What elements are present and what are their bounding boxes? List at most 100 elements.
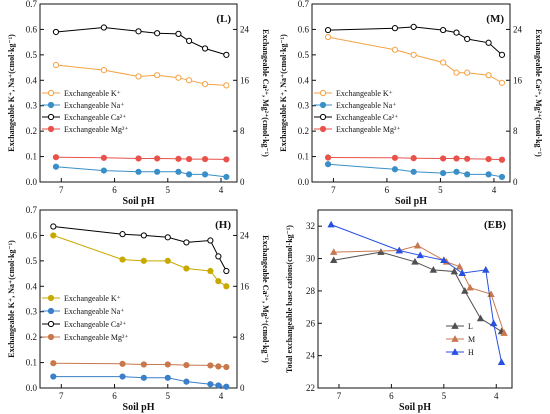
y-tick-label: 0.6 <box>26 230 38 240</box>
data-point <box>52 28 60 36</box>
data-point <box>410 155 417 162</box>
data-point <box>135 155 142 162</box>
y-right-tick-label: 0 <box>513 177 518 187</box>
data-point <box>466 283 474 291</box>
y-axis-label: Exchangeable K⁺, Na⁺(cmol·kg⁻¹) <box>7 34 16 152</box>
data-point <box>391 25 399 32</box>
legend-marker <box>319 125 327 133</box>
y-axis-label: Exchangeable K⁺, Na⁺(cmol·kg⁻¹) <box>7 240 16 358</box>
data-point <box>185 77 193 84</box>
x-tick-label: 7 <box>337 391 342 401</box>
legend-marker <box>451 348 459 355</box>
series-1 <box>330 248 506 335</box>
x-tick-label: 5 <box>166 185 171 195</box>
series-line <box>333 251 502 332</box>
data-point <box>327 220 335 228</box>
data-point <box>50 373 57 380</box>
y-right-tick-label: 24 <box>513 24 523 34</box>
data-point <box>135 168 142 175</box>
y-axis-label: Exchangeable K⁺, Na⁺(cmol·kg⁻¹) <box>279 34 288 152</box>
y-tick-label: 0.5 <box>298 50 310 60</box>
data-point <box>164 361 171 368</box>
series-line <box>53 226 227 272</box>
data-point <box>100 67 107 74</box>
data-point <box>52 61 60 69</box>
legend-label: Exchangeable Na⁺ <box>336 101 396 110</box>
series-3 <box>50 223 230 275</box>
x-tick-label: 4 <box>219 391 224 401</box>
y-right-tick-label: 8 <box>240 126 245 136</box>
data-point <box>215 363 222 370</box>
y-tick-label: 0.3 <box>26 307 38 317</box>
legend-label: Exchangeable K⁺ <box>64 294 121 303</box>
x-tick-label: 5 <box>442 391 447 401</box>
data-point <box>175 168 182 175</box>
data-point <box>223 363 230 371</box>
series-line <box>328 26 503 56</box>
data-point <box>453 155 460 162</box>
data-point <box>201 81 209 88</box>
data-point <box>119 231 126 238</box>
data-point <box>453 168 460 175</box>
data-point <box>476 314 485 322</box>
legend-label: Exchangeable Na⁺ <box>64 101 124 110</box>
data-point <box>140 374 147 381</box>
x-tick-label: 4 <box>494 391 499 401</box>
data-point <box>500 329 508 336</box>
legend-label: Exchangeable Ca²⁺ <box>64 320 126 329</box>
legend-marker <box>47 101 55 109</box>
legend-label: Exchangeable Na⁺ <box>64 307 124 316</box>
legend-marker <box>319 89 327 97</box>
legend-marker <box>319 113 327 121</box>
data-point <box>450 267 459 275</box>
data-point <box>215 253 222 260</box>
legend-label: Exchangeable Ca²⁺ <box>336 113 398 122</box>
x-tick-label: 4 <box>219 185 224 195</box>
y-tick-label: 0.3 <box>26 101 38 111</box>
data-point <box>464 35 471 43</box>
y-tick-label: 0.3 <box>298 101 310 111</box>
data-point <box>100 154 107 161</box>
x-tick-label: 7 <box>59 391 64 401</box>
data-point <box>498 51 506 58</box>
x-tick-label: 5 <box>166 391 171 401</box>
y-tick-label: 0.1 <box>26 152 37 162</box>
data-point <box>183 378 190 385</box>
legend-label: Exchangeable Mg²⁺ <box>336 125 401 134</box>
data-point <box>50 223 57 230</box>
series-1 <box>50 232 230 290</box>
data-point <box>215 382 222 389</box>
y-tick-label: 0.0 <box>26 383 38 393</box>
data-point <box>135 73 142 80</box>
y-tick-label: 0.6 <box>26 24 38 34</box>
y-tick-label: 30 <box>306 254 316 264</box>
y-tick-label: 0.6 <box>298 24 310 34</box>
y-right-tick-label: 24 <box>240 230 250 240</box>
series-2 <box>324 161 506 181</box>
data-point <box>185 171 193 178</box>
data-point <box>154 72 161 79</box>
y-tick-label: 0.7 <box>298 0 310 9</box>
y-tick-label: 0.2 <box>26 332 37 342</box>
data-point <box>330 256 338 264</box>
series-line <box>53 234 227 287</box>
data-point <box>215 278 222 285</box>
data-point <box>324 33 332 41</box>
y-right-tick-label: 8 <box>240 332 245 342</box>
series-3 <box>52 24 230 58</box>
data-point <box>485 72 492 79</box>
series-3 <box>327 220 506 365</box>
plot-frame <box>311 3 511 183</box>
data-point <box>440 155 447 162</box>
data-point <box>164 234 171 241</box>
data-point <box>413 241 422 249</box>
data-point <box>330 248 338 255</box>
series-line <box>328 163 503 178</box>
y-right-axis-label: Exchangeable Ca²⁺, Mg²⁺(cmol·kg⁻¹) <box>261 29 270 157</box>
series-1 <box>52 61 230 89</box>
legend-label: Exchangeable Ca²⁺ <box>64 113 126 122</box>
data-point <box>324 161 332 168</box>
y-right-axis-label: Exchangeable Ca²⁺, Mg²⁺(cmol·kg⁻¹) <box>261 235 270 363</box>
data-point <box>100 24 107 31</box>
